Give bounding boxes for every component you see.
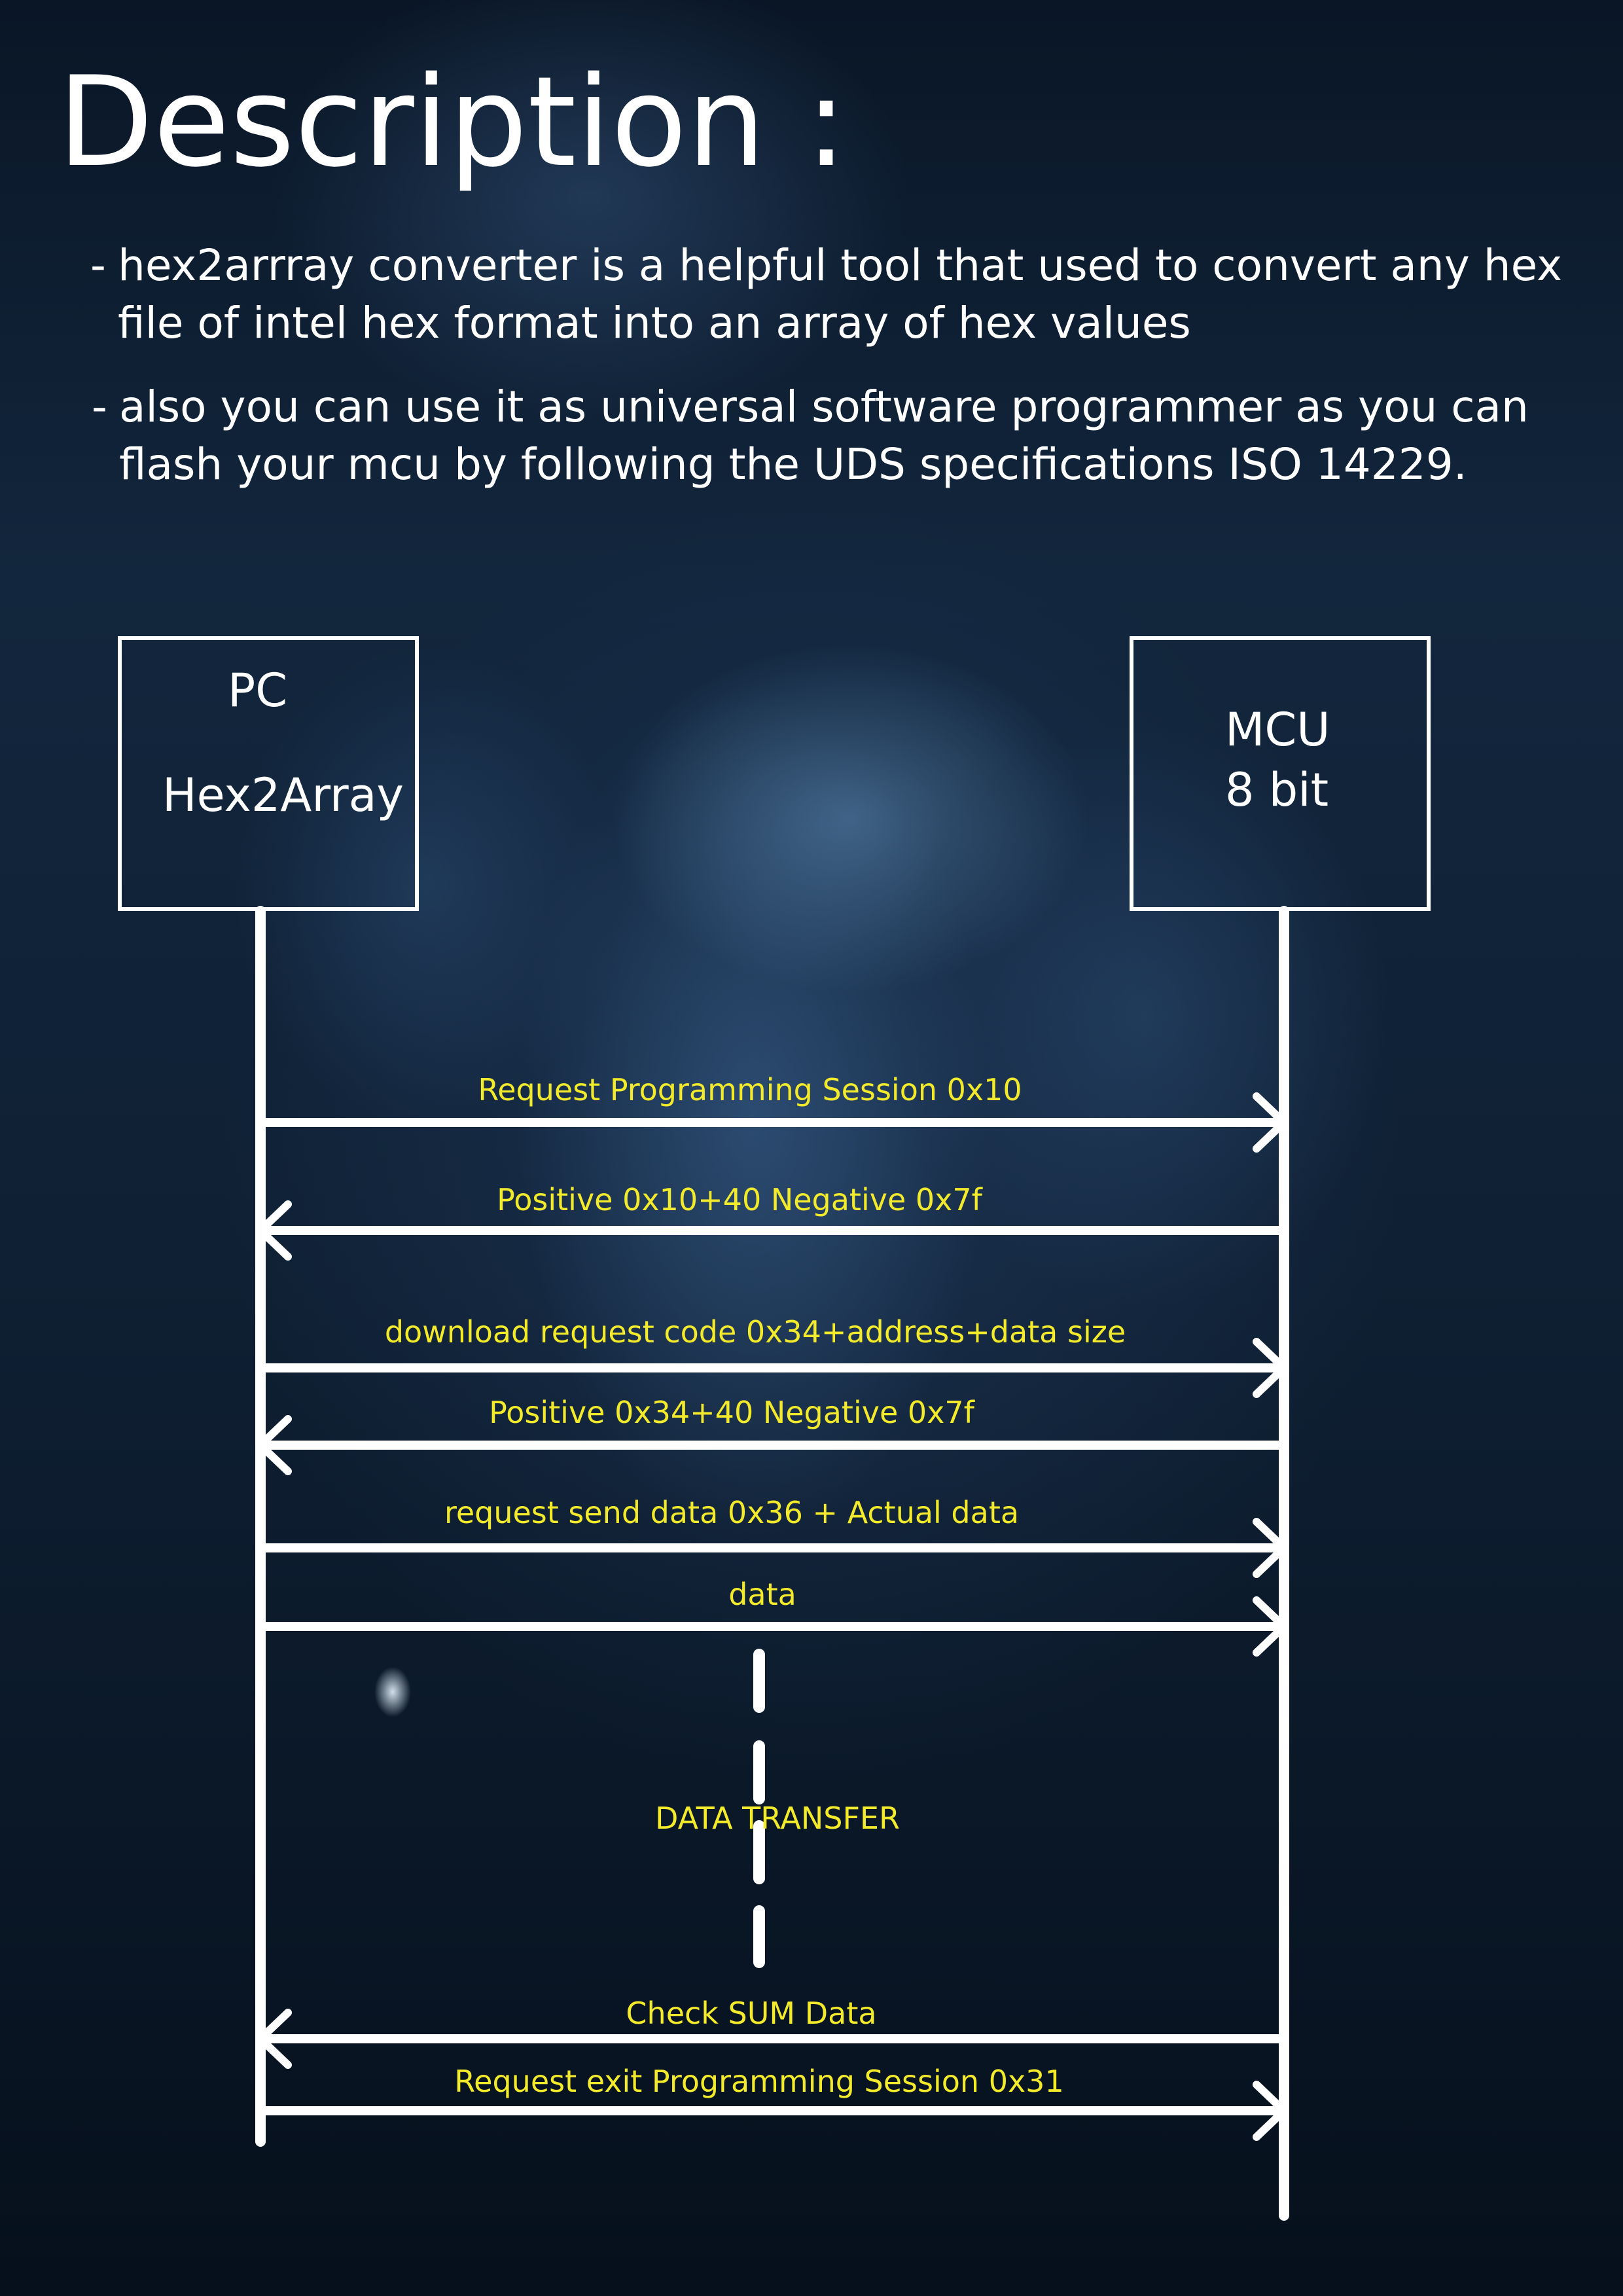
bullet-dash: - [92,382,107,432]
message-label: Positive 0x34+40 Negative 0x7f [489,1395,974,1430]
arrow-to-pc [257,1415,1284,1475]
mcu-bits-label: 8 bit [1225,763,1329,817]
arrow-to-mcu [260,1596,1288,1657]
message-label: Check SUM Data [626,1996,877,2031]
message-label: Request exit Programming Session 0x31 [454,2064,1064,2099]
description-item: - hex2arrray converter is a helpful tool… [90,237,1596,352]
arrow-to-mcu [260,1518,1288,1578]
page-title: Description : [58,50,847,194]
pc-app-label: Hex2Array [162,768,404,822]
arrow-to-pc [257,1200,1284,1261]
data-transfer-label: DATA TRANSFER [655,1801,900,1836]
pc-participant-box [118,636,419,911]
description-item: - also you can use it as universal softw… [92,378,1597,493]
description-text: also you can use it as universal softwar… [119,382,1529,490]
message-label: Positive 0x10+40 Negative 0x7f [497,1182,982,1217]
message-label: Request Programming Session 0x10 [478,1072,1022,1107]
mcu-label: MCU [1225,703,1330,757]
bullet-dash: - [90,240,106,291]
message-label: data [728,1577,796,1612]
description-text: hex2arrray converter is a helpful tool t… [118,240,1563,348]
arrow-to-mcu [260,2081,1288,2141]
pc-label: PC [228,664,288,717]
message-label: download request code 0x34+address+data … [384,1314,1126,1350]
arrow-to-mcu [260,1092,1288,1153]
arrow-to-mcu [260,1338,1288,1398]
message-label: request send data 0x36 + Actual data [444,1495,1020,1530]
arrow-to-pc [257,2009,1284,2069]
